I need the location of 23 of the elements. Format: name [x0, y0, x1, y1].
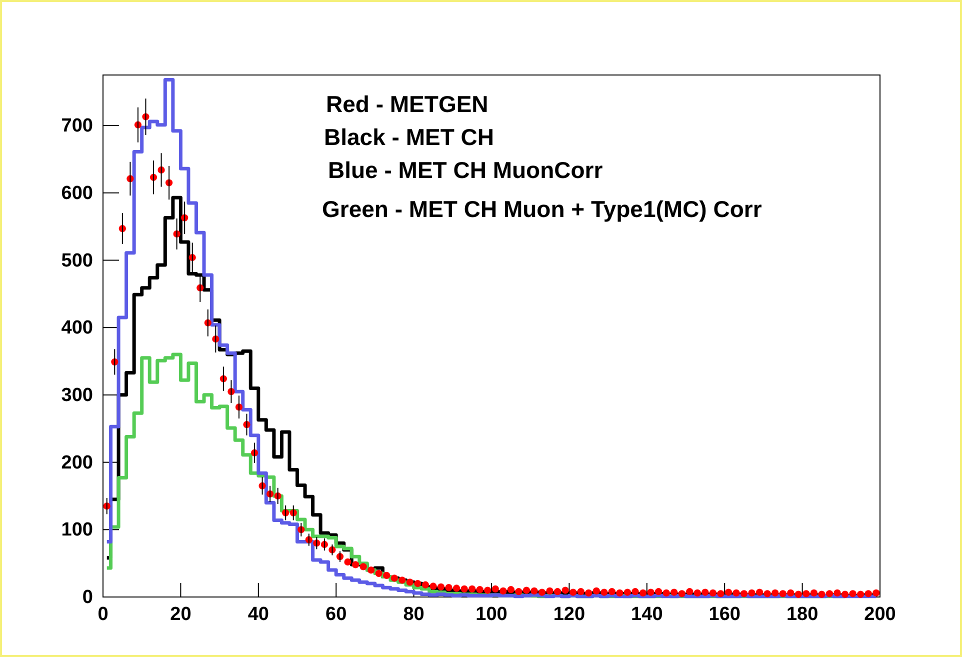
x-tick-label: 160	[708, 604, 740, 626]
y-tick-label: 600	[61, 182, 93, 204]
y-tick-label: 100	[61, 520, 93, 541]
x-tick-label: 60	[326, 604, 347, 626]
y-tick-label: 700	[61, 116, 93, 137]
y-tick-label: 400	[61, 318, 93, 339]
x-tick-label: 20	[170, 604, 192, 626]
x-tick-label: 80	[403, 604, 424, 626]
x-tick-label: 140	[631, 604, 663, 626]
annotation: Green - MET CH Muon + Type1(MC) Corr	[322, 196, 762, 222]
x-tick-label: 120	[553, 604, 586, 626]
x-tick-label: 0	[98, 604, 108, 626]
y-tick-label: 200	[61, 452, 93, 474]
annotation: Black - MET CH	[324, 124, 494, 150]
y-tick-label: 300	[61, 385, 93, 406]
annotation: Blue - MET CH MuonCorr	[328, 157, 603, 183]
y-tick-label: 500	[61, 250, 93, 272]
x-tick-label: 100	[476, 604, 508, 626]
annotation: Red - METGEN	[326, 91, 488, 117]
x-tick-label: 40	[248, 604, 269, 626]
y-tick-label: 0	[82, 587, 93, 608]
x-tick-label: 180	[786, 604, 818, 626]
x-tick-label: 200	[864, 604, 896, 626]
